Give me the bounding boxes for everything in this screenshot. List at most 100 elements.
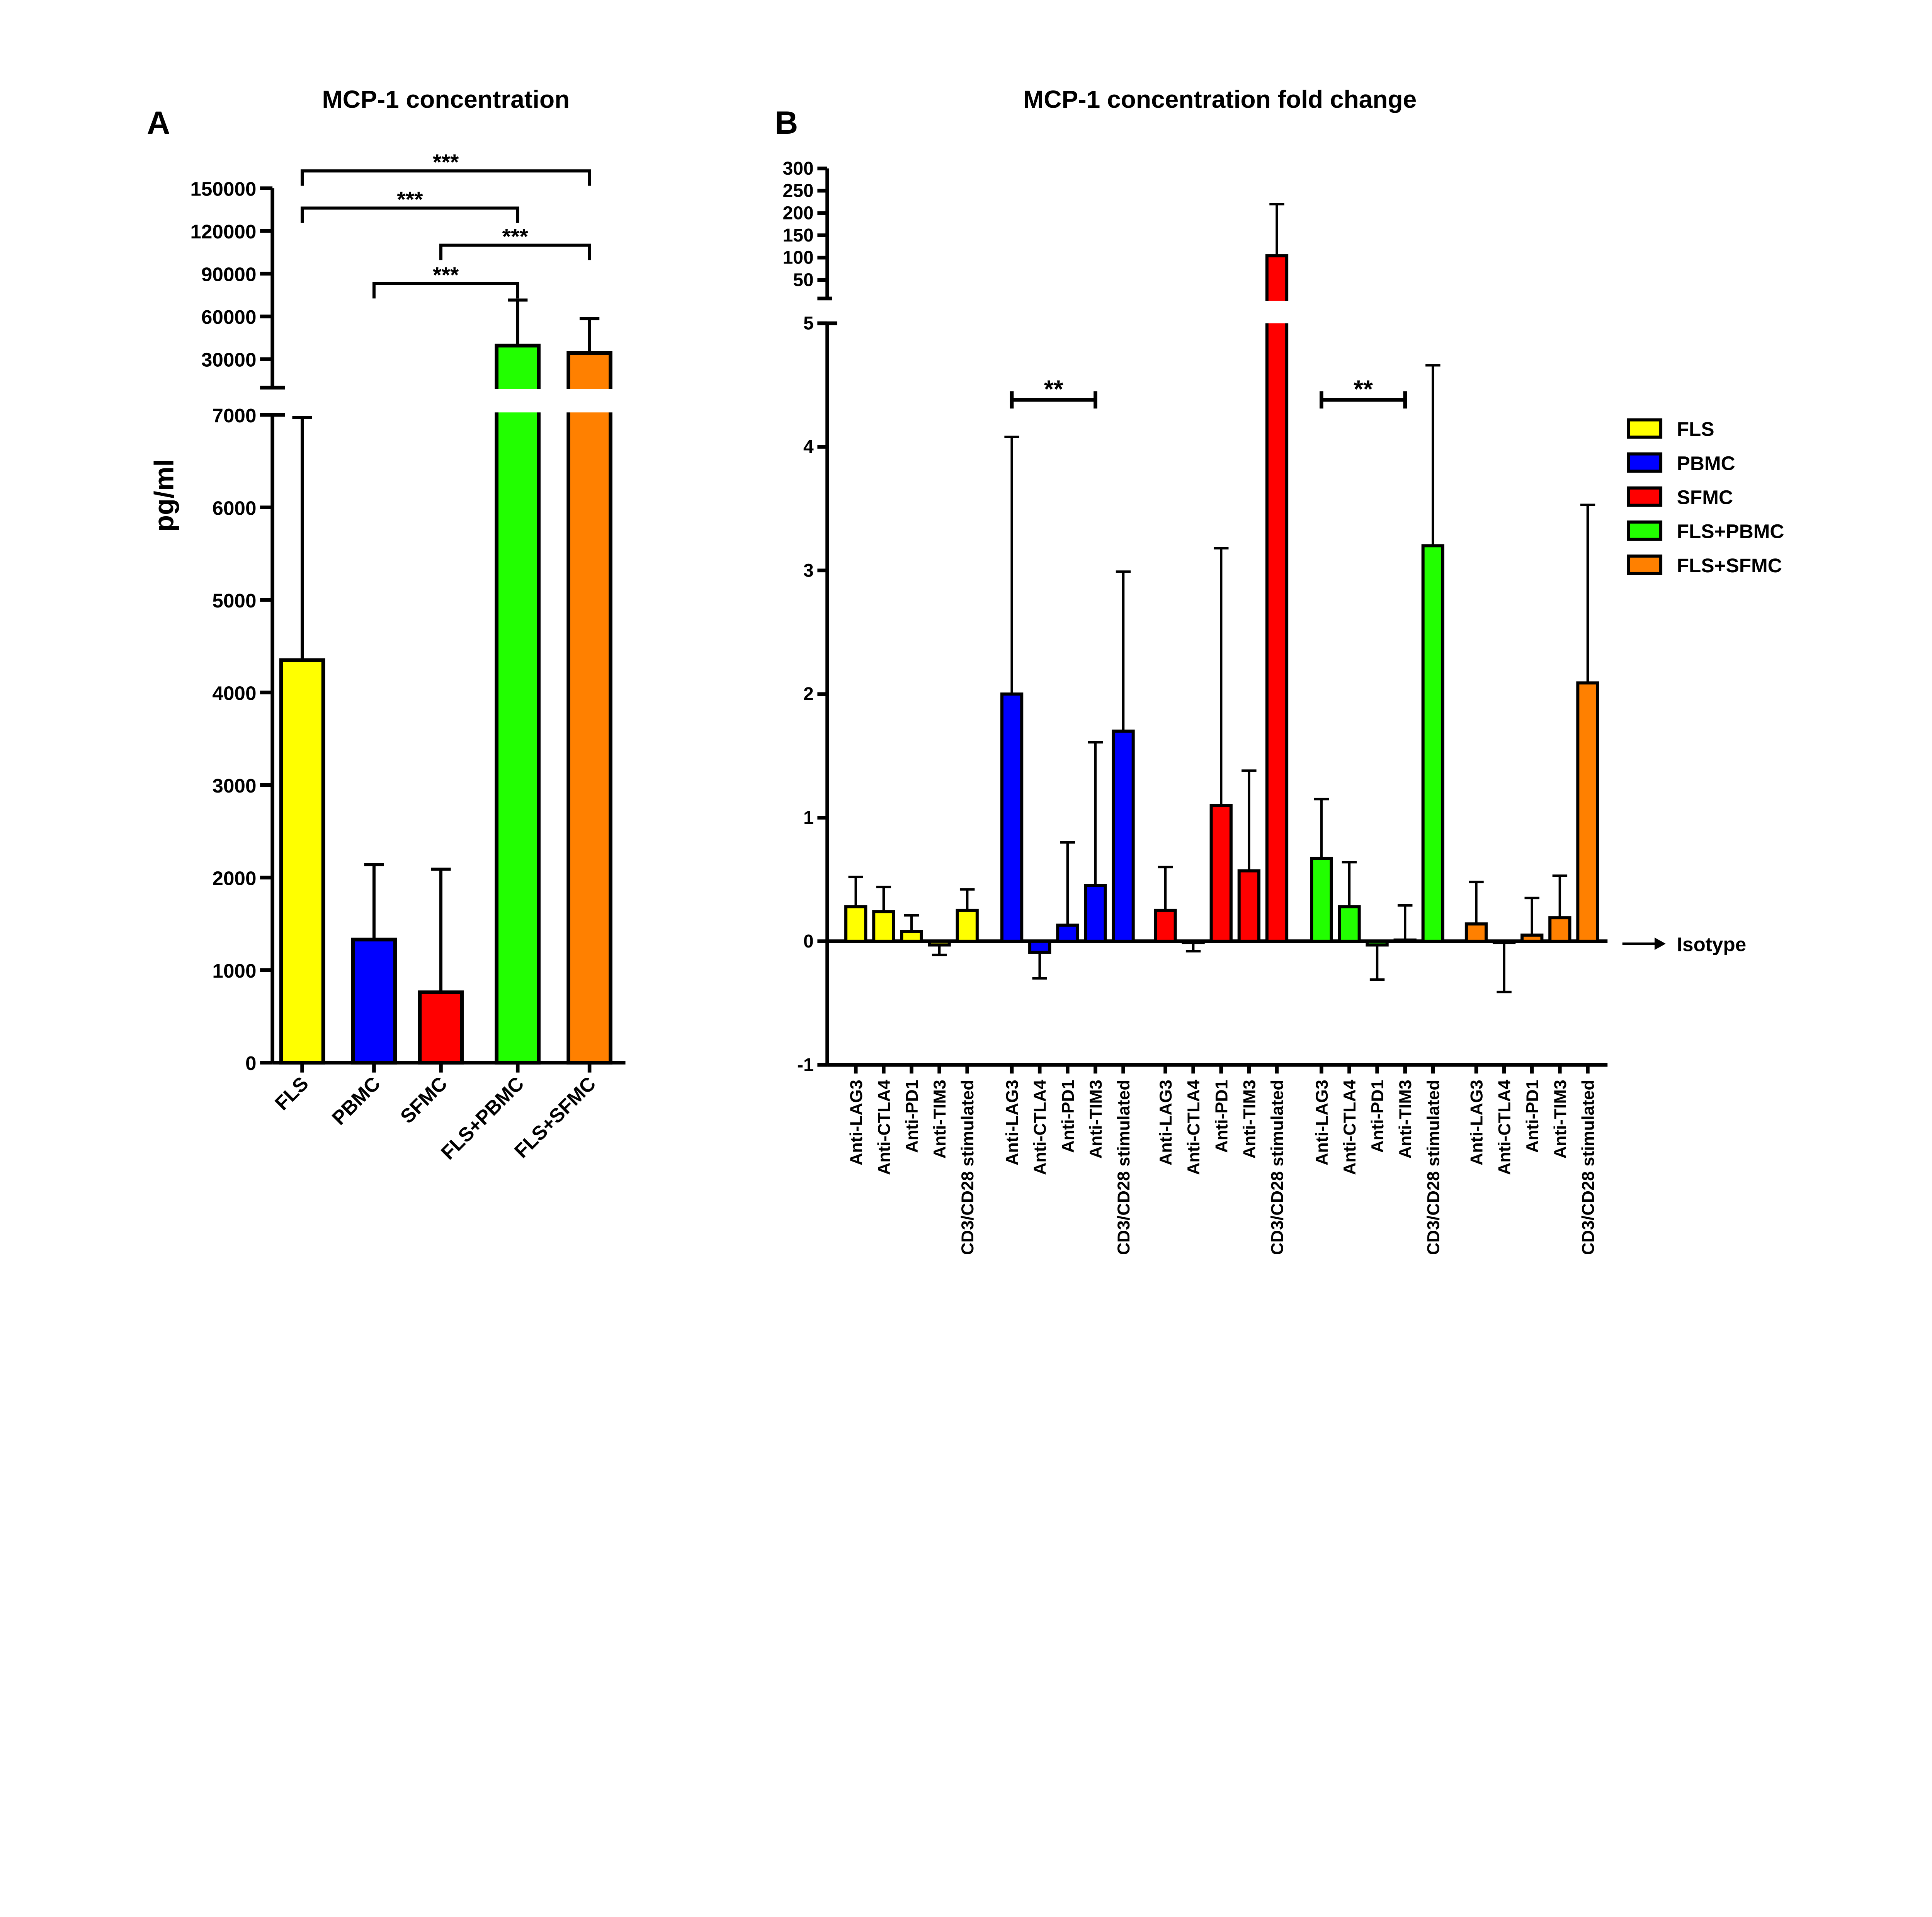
bar-sfmc-0 (1154, 908, 1177, 943)
bar-fls (279, 658, 325, 1065)
y-tick-label: 1000 (212, 960, 256, 982)
y-tick-label: 2000 (212, 867, 256, 889)
y-tick-label: 150000 (190, 178, 256, 200)
bar-fls-pbmc-1 (1338, 905, 1361, 943)
bar-fls-sfmc-0 (1464, 922, 1488, 943)
x-tick-label: Anti-CTLA4 (874, 1080, 894, 1175)
y-tick-label: 3000 (212, 775, 256, 797)
bar-fls-sfmc (566, 351, 612, 1065)
x-tick-label: CD3/CD28 stimulated (1423, 1080, 1443, 1255)
x-tick-label: Anti-CTLA4 (1495, 1080, 1514, 1175)
x-tick-label: Anti-CTLA4 (1184, 1080, 1203, 1175)
y-axis-label: pg/ml (149, 459, 179, 532)
panel-label: B (775, 105, 798, 141)
x-tick-label: CD3/CD28 stimulated (1578, 1080, 1598, 1255)
significance-bracket (301, 206, 519, 223)
y-tick-label: -1 (797, 1055, 814, 1075)
x-tick-label: Anti-CTLA4 (1340, 1080, 1359, 1175)
x-tick-label: Anti-LAG3 (846, 1080, 866, 1165)
legend-item: PBMC (1627, 452, 1735, 474)
x-tick-label: Anti-LAG3 (1002, 1080, 1022, 1165)
legend-swatch (1627, 486, 1663, 507)
x-tick-label: FLS (270, 1072, 313, 1114)
bar-pbmc-4 (1112, 730, 1135, 943)
y-tick-label: 100 (783, 247, 814, 268)
chart-title: MCP-1 concentration fold change (1023, 85, 1417, 113)
bar-fls-pbmc-0 (1310, 857, 1333, 943)
x-tick-label: Anti-PD1 (1522, 1080, 1542, 1153)
x-tick-label: SFMC (396, 1072, 451, 1128)
y-tick-label: 150 (783, 225, 814, 246)
x-tick-label: CD3/CD28 stimulated (957, 1080, 977, 1255)
bar-pbmc-1 (1028, 939, 1051, 954)
x-tick-label: Anti-TIM3 (1239, 1080, 1259, 1158)
x-tick-label: Anti-TIM3 (1550, 1080, 1570, 1158)
bar-fls-sfmc-2 (1520, 933, 1544, 943)
y-tick-label: 4 (803, 436, 814, 457)
x-tick-label: Anti-TIM3 (1395, 1080, 1415, 1158)
legend-label: FLS (1677, 418, 1714, 440)
legend-label: SFMC (1677, 486, 1733, 508)
significance-label: ** (1354, 375, 1373, 403)
y-tick-label: 5 (803, 313, 814, 334)
significance-label: *** (397, 187, 423, 212)
x-tick-label: Anti-PD1 (1058, 1080, 1078, 1153)
significance-bracket (1010, 391, 1097, 409)
bar-fls-1 (872, 910, 895, 943)
y-tick-label: 200 (783, 202, 814, 223)
legend-swatch (1627, 520, 1663, 541)
x-tick-label: Anti-TIM3 (930, 1080, 949, 1158)
y-tick-label: 7000 (212, 405, 256, 427)
x-tick-label: CD3/CD28 stimulated (1267, 1080, 1287, 1255)
arrowhead-icon (1655, 937, 1666, 950)
axis-break-gap (565, 389, 614, 413)
bar-fls-pbmc-3 (1393, 938, 1417, 943)
reference-line-label: Isotype (1677, 934, 1746, 956)
bar-pbmc-3 (1084, 884, 1107, 943)
x-tick-label: Anti-PD1 (902, 1080, 922, 1153)
x-tick-label: Anti-PD1 (1211, 1080, 1231, 1153)
bar-pbmc (351, 937, 397, 1065)
chart-title: MCP-1 concentration (322, 85, 570, 113)
y-tick-label: 4000 (212, 682, 256, 704)
panel-a: A MCP-1 concentration pg/ml 0 1000 2000 3000 40… (147, 85, 626, 1164)
x-tick-label: Anti-CTLA4 (1030, 1080, 1050, 1175)
panel-b: B MCP-1 concentration fold change -1 0 1 2 3 4 5… (775, 85, 1784, 1255)
bar-sfmc-4 (1265, 254, 1289, 943)
legend-item: FLS (1627, 418, 1714, 440)
y-tick-label: 250 (783, 180, 814, 201)
y-tick-label: 0 (803, 931, 814, 952)
y-tick-label: 5000 (212, 590, 256, 612)
panel-label: A (147, 105, 170, 141)
x-tick-label: CD3/CD28 stimulated (1114, 1080, 1133, 1255)
bar-pbmc-0 (1000, 692, 1024, 943)
bar-fls-0 (844, 905, 867, 943)
legend-label: PBMC (1677, 452, 1735, 474)
legend-label: FLS+PBMC (1677, 520, 1784, 543)
y-tick-label: 300 (783, 158, 814, 179)
legend-item: FLS+PBMC (1627, 520, 1784, 543)
bar-sfmc (418, 990, 464, 1065)
legend-swatch (1627, 418, 1663, 439)
significance-label: *** (433, 150, 459, 175)
y-tick-label: 6000 (212, 497, 256, 519)
bar-fls-2 (900, 930, 923, 943)
significance-bracket (301, 169, 591, 186)
x-tick-label: Anti-LAG3 (1156, 1080, 1175, 1165)
x-tick-label: Anti-LAG3 (1467, 1080, 1486, 1165)
significance-label: *** (502, 224, 529, 249)
bar-sfmc-3 (1237, 869, 1261, 943)
y-tick-label: 1 (803, 807, 814, 828)
bar-fls-sfmc-3 (1548, 916, 1571, 943)
y-tick-label: 30000 (201, 349, 257, 371)
significance-bracket (372, 282, 519, 299)
y-tick-label: 3 (803, 560, 814, 581)
bar-fls-3 (928, 939, 951, 947)
significance-label: ** (1044, 375, 1063, 403)
x-tick-label: PBMC (328, 1072, 384, 1129)
bar-fls-pbmc (495, 344, 541, 1065)
figure: A MCP-1 concentration pg/ml 0 1000 2000 3000 40… (147, 85, 1784, 1255)
bar-fls-pbmc-4 (1421, 544, 1444, 943)
y-tick-label: 50 (793, 269, 813, 290)
legend-swatch (1627, 452, 1663, 473)
